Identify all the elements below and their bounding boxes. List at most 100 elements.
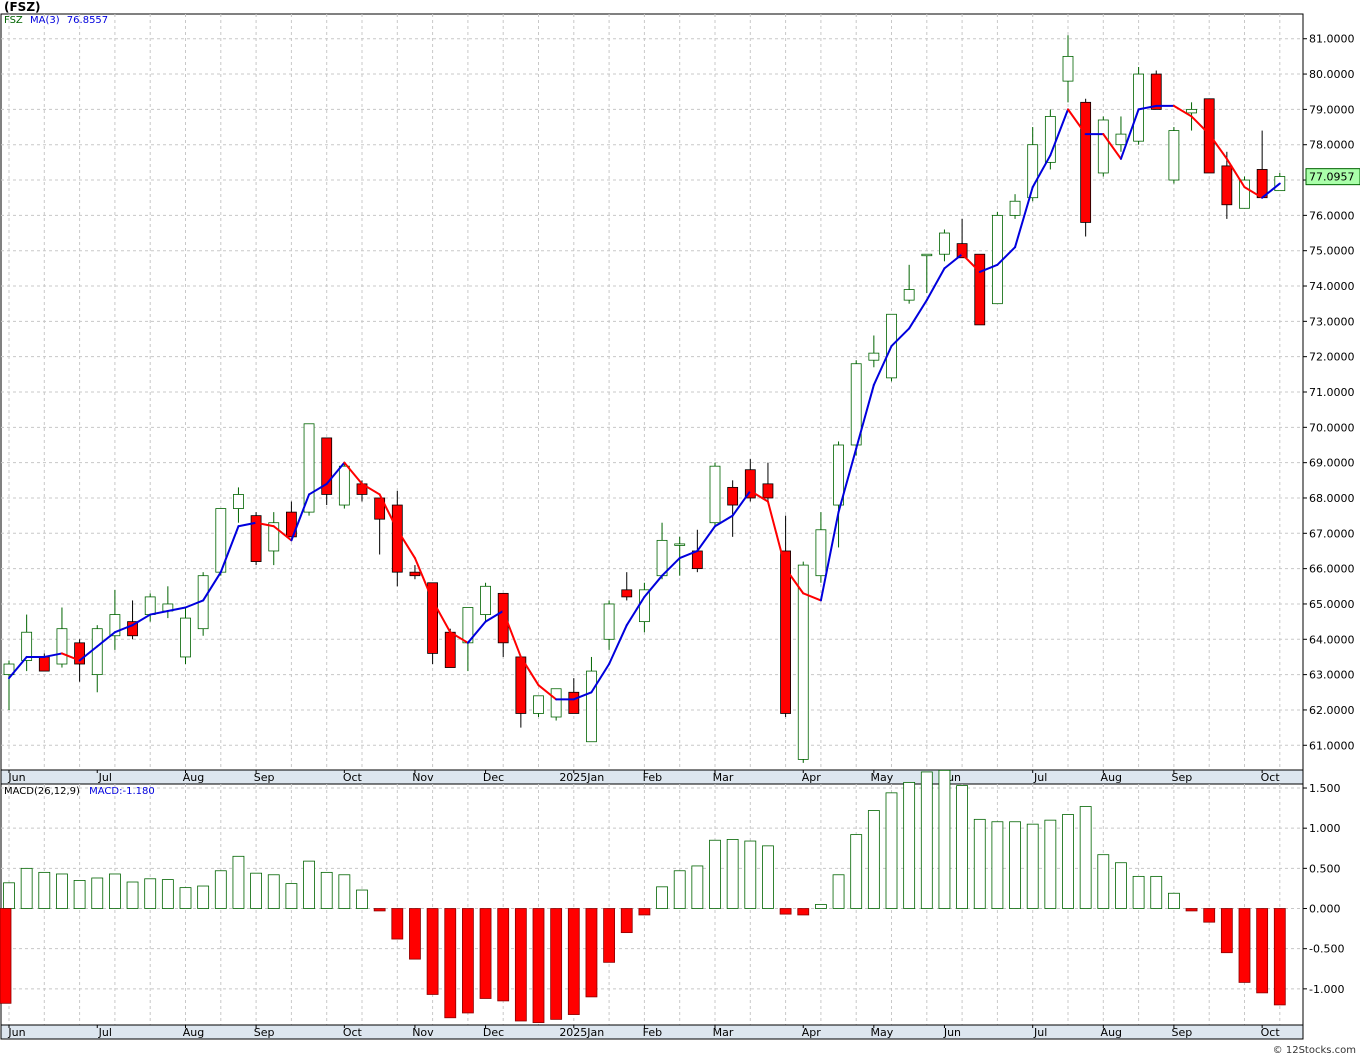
candle-body <box>674 543 686 546</box>
legend-ma-value: 76.8557 <box>66 15 109 26</box>
x-axis-label: Oct <box>343 771 363 784</box>
price-tick-label: 62.0000 <box>1309 704 1355 717</box>
candle-body <box>603 603 615 640</box>
candle-body <box>1115 133 1127 146</box>
candle-body <box>939 232 950 255</box>
x-axis-label-macd: Feb <box>643 1026 662 1039</box>
price-tick-label: 73.0000 <box>1309 315 1355 328</box>
macd-tick-label: -0.500 <box>1309 943 1344 956</box>
ma-segment <box>837 447 858 514</box>
macd-bar <box>920 771 933 909</box>
macd-bar <box>1185 908 1198 912</box>
macd-tick-label: 0.000 <box>1309 903 1341 916</box>
candle-body <box>1133 73 1144 142</box>
macd-bar <box>73 880 86 909</box>
x-axis-label: Apr <box>802 771 822 784</box>
ma-segment <box>925 267 946 302</box>
ma-segment <box>643 574 664 598</box>
macd-bar <box>1203 908 1216 923</box>
price-tick-label: 81.0000 <box>1309 33 1355 46</box>
macd-bar <box>409 908 421 960</box>
ma-segment <box>325 461 346 485</box>
ma-segment <box>872 345 893 386</box>
candle-body <box>656 539 668 577</box>
macd-bar <box>56 873 68 909</box>
ma-segment <box>413 557 434 602</box>
candle-body <box>180 617 191 658</box>
macd-bar <box>762 845 774 909</box>
candle-body <box>780 550 791 714</box>
candle-body <box>303 423 315 513</box>
x-axis-label: Nov <box>412 771 434 784</box>
price-tick-label: 78.0000 <box>1309 139 1355 152</box>
macd-bar <box>1026 823 1039 909</box>
macd-bar <box>1044 819 1057 909</box>
macd-bar <box>38 871 51 909</box>
price-tick-label: 70.0000 <box>1309 421 1355 434</box>
candle-body <box>903 289 915 301</box>
last-price-label: 77.0957 <box>1309 171 1355 184</box>
price-tick-label: 66.0000 <box>1309 563 1355 576</box>
macd-bar <box>479 908 492 999</box>
macd-bar <box>1256 908 1269 994</box>
x-axis-label-macd: 2025Jan <box>559 1026 604 1039</box>
ma-segment <box>361 482 381 496</box>
macd-bar <box>956 785 968 909</box>
ma-segment <box>431 599 452 634</box>
x-axis-bar <box>0 1024 1304 1040</box>
macd-bar <box>497 908 510 1002</box>
candle-body <box>109 614 121 637</box>
ma-segment <box>60 652 81 662</box>
candle-body <box>21 631 33 661</box>
candle-body <box>444 631 456 668</box>
ma-segment <box>308 482 328 496</box>
macd-bar <box>303 860 315 909</box>
price-tick-label: 74.0000 <box>1309 280 1355 293</box>
price-tick-label: 72.0000 <box>1309 351 1355 364</box>
ma-segment <box>113 624 134 634</box>
macd-tick-label: 1.000 <box>1309 822 1341 835</box>
ma-segment <box>1172 104 1193 118</box>
legend-macd-name: MACD(26,12,9) <box>4 786 80 797</box>
candle-body <box>374 497 386 520</box>
x-axis-label-macd: Aug <box>183 1026 204 1039</box>
macd-bar <box>161 879 174 909</box>
macd-bar <box>991 821 1004 909</box>
candle-body <box>992 214 1003 305</box>
price-tick-label: 61.0000 <box>1309 739 1355 752</box>
x-axis-label: Jul <box>98 771 112 784</box>
macd-bar <box>109 873 121 909</box>
candle-body <box>1097 119 1109 174</box>
candle-body <box>1080 101 1092 223</box>
candle-body <box>1203 98 1215 174</box>
macd-bar <box>797 908 810 916</box>
price-tick-label: 67.0000 <box>1309 527 1355 540</box>
candle-body <box>1186 108 1197 114</box>
x-axis-label: Aug <box>183 771 204 784</box>
macd-bar <box>850 834 863 909</box>
price-tick-label: 65.0000 <box>1309 598 1355 611</box>
candle-body <box>3 663 15 676</box>
candle-body <box>515 656 527 714</box>
macd-legend: MACD(26,12,9) MACD:-1.180 <box>4 786 155 797</box>
macd-bar <box>250 872 263 909</box>
candle-body <box>639 589 650 623</box>
candle-body <box>533 695 544 714</box>
macd-bar <box>567 908 580 1015</box>
ma-segment <box>590 663 611 694</box>
ma-segment <box>219 525 240 574</box>
macd-bar <box>691 865 704 909</box>
watermark: © 12Stocks.com <box>1272 1045 1356 1056</box>
candle-body <box>727 486 739 506</box>
macd-bar <box>1009 821 1021 909</box>
ma-segment <box>784 567 805 595</box>
x-axis-label: Mar <box>713 771 734 784</box>
price-tick-label: 79.0000 <box>1309 103 1355 116</box>
price-x-axis: Jun Jul Aug Sep Oct Nov Dec 2025Jan Feb Mar Apr May… <box>0 769 1304 785</box>
macd-bar <box>532 908 545 1023</box>
ma-segment <box>96 631 116 648</box>
candle-body <box>1027 144 1039 199</box>
macd-bar <box>267 874 280 909</box>
ma-segment <box>943 253 964 270</box>
ma-segment <box>272 525 293 542</box>
